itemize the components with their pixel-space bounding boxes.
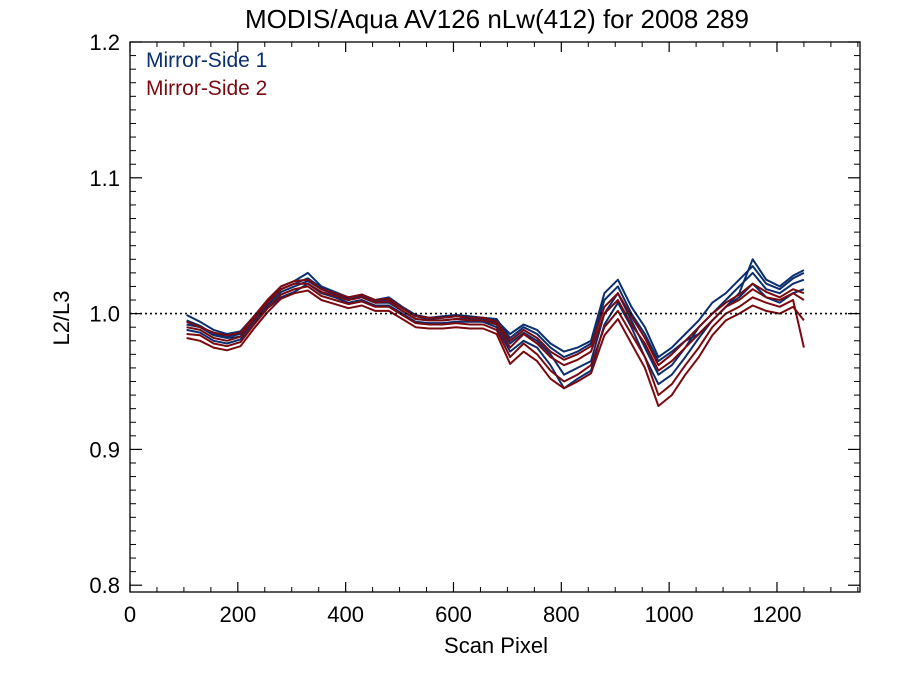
series-line-mirror-side-1-1	[186, 258, 805, 363]
x-tick-label: 400	[327, 602, 364, 627]
plot-lines	[186, 258, 805, 407]
series-line-mirror-side-2-2	[186, 285, 805, 397]
y-tick-label: 1.1	[89, 166, 120, 191]
legend-mirror-side-2: Mirror-Side 2	[146, 77, 267, 100]
chart-title: MODIS/Aqua AV126 nLw(412) for 2008 289	[245, 4, 749, 34]
y-tick-label: 1.2	[89, 30, 120, 55]
x-tick-label: 0	[124, 602, 136, 627]
y-tick-label: 0.9	[89, 437, 120, 462]
x-tick-label: 800	[543, 602, 580, 627]
tick-labels: 0 200 400 600 800 1000 1200 0.8 0.9 1.0 1.1 1.2	[89, 30, 801, 627]
x-axis-label: Scan Pixel	[444, 633, 548, 658]
x-tick-label: 200	[219, 602, 256, 627]
series-line-mirror-side-1-4	[186, 265, 805, 359]
x-tick-label: 1000	[645, 602, 694, 627]
series-line-mirror-side-1-3	[186, 282, 805, 390]
series-line-mirror-side-2-3	[186, 278, 805, 367]
y-tick-label: 0.8	[89, 573, 120, 598]
axis-ticks	[129, 41, 860, 592]
y-axis-label: L2/L3	[49, 290, 74, 345]
x-tick-label: 600	[435, 602, 472, 627]
y-tick-label: 1.0	[89, 302, 120, 327]
series-line-mirror-side-2-4	[186, 289, 805, 407]
x-tick-label: 1200	[752, 602, 801, 627]
series-line-mirror-side-2-1	[186, 282, 805, 372]
plot-frame	[129, 41, 861, 593]
legend-mirror-side-1: Mirror-Side 1	[146, 49, 267, 72]
